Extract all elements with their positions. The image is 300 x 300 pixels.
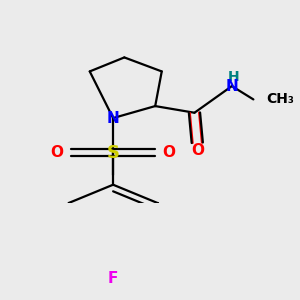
Text: O: O [191, 143, 204, 158]
Text: F: F [108, 271, 118, 286]
Text: CH₃: CH₃ [266, 92, 294, 106]
Text: S: S [106, 144, 120, 162]
Text: O: O [50, 145, 64, 160]
Text: N: N [226, 79, 238, 94]
Text: N: N [107, 111, 119, 126]
Text: H: H [228, 70, 240, 84]
Text: O: O [163, 145, 176, 160]
